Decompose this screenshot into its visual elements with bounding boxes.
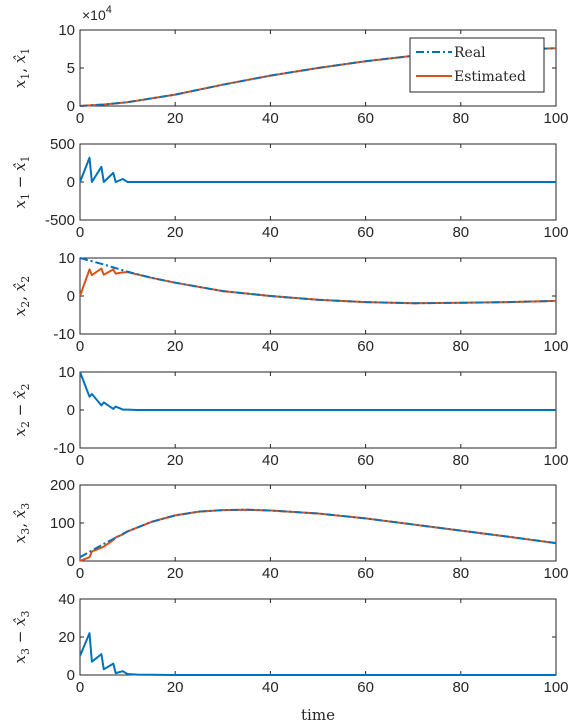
x-tick-label: 0 bbox=[76, 452, 84, 469]
y-tick-label: 0 bbox=[67, 288, 75, 305]
x-tick-label: 100 bbox=[543, 338, 568, 355]
axes-box bbox=[79, 257, 557, 335]
y-tick-label: 0 bbox=[67, 553, 75, 570]
x-tick-label: 0 bbox=[76, 565, 84, 582]
legend: Real Estimated bbox=[409, 37, 545, 93]
axes-box bbox=[79, 484, 557, 562]
y-tick-label: -10 bbox=[53, 440, 75, 457]
x-tick-label: 20 bbox=[167, 338, 184, 355]
x-tick-label: 60 bbox=[357, 679, 374, 696]
x-tick-label: 40 bbox=[262, 110, 279, 127]
x-tick-label: 100 bbox=[543, 224, 568, 241]
x-tick-label: 20 bbox=[167, 110, 184, 127]
x-tick-label: 60 bbox=[357, 338, 374, 355]
y-tick-label: 0 bbox=[67, 667, 75, 684]
y-tick-label: 100 bbox=[50, 515, 75, 532]
x-axis-label: time bbox=[301, 706, 335, 724]
y-tick-label: 0 bbox=[67, 402, 75, 419]
y-axis-label: x3 − x̂3 bbox=[11, 610, 32, 663]
x-tick-label: 80 bbox=[452, 224, 469, 241]
subplot-6: 0 20 40 60 80 100 0 20 40 x3 − x̂3 bbox=[11, 591, 569, 696]
y-tick-label: 20 bbox=[58, 629, 75, 646]
x-tick-label: 80 bbox=[452, 565, 469, 582]
y-axis-label: x3, x̂3 bbox=[11, 503, 32, 543]
x-tick-label: 0 bbox=[76, 338, 84, 355]
x-tick-label: 20 bbox=[167, 679, 184, 696]
series-line-real-overlay bbox=[80, 508, 556, 558]
y-tick-label: 500 bbox=[50, 136, 75, 153]
subplot-1: 0 20 40 60 80 100 0 5 10 ×104 x1, x̂1 Real Estimated bbox=[11, 4, 569, 127]
x-tick-label: 80 bbox=[452, 452, 469, 469]
x-tick-label: 0 bbox=[76, 679, 84, 696]
y-axis-label: x2 − x̂2 bbox=[11, 383, 32, 436]
y-tick-label: 10 bbox=[58, 250, 75, 267]
series-line-error bbox=[80, 371, 556, 411]
y-axis-label: x1 − x̂1 bbox=[11, 155, 32, 208]
x-tick-label: 60 bbox=[357, 452, 374, 469]
y-axis-label: x1, x̂1 bbox=[11, 48, 32, 88]
exponent-label: ×104 bbox=[82, 4, 112, 23]
y-tick-label: 5 bbox=[67, 60, 75, 77]
x-tick-label: 0 bbox=[76, 224, 84, 241]
legend-label: Real bbox=[454, 45, 486, 61]
x-tick-label: 60 bbox=[357, 565, 374, 582]
series-line-error bbox=[80, 156, 556, 183]
series-line-real-overlay bbox=[80, 257, 556, 305]
y-axis-label: x2, x̂2 bbox=[11, 276, 32, 316]
y-tick-label: -10 bbox=[53, 326, 75, 343]
x-tick-label: 20 bbox=[167, 224, 184, 241]
axes-box bbox=[79, 598, 557, 676]
x-tick-label: 60 bbox=[357, 110, 374, 127]
series-line-error bbox=[80, 632, 556, 676]
x-tick-label: 100 bbox=[543, 452, 568, 469]
x-tick-label: 20 bbox=[167, 452, 184, 469]
x-tick-label: 40 bbox=[262, 338, 279, 355]
legend-label: Estimated bbox=[454, 69, 526, 85]
y-tick-label: 10 bbox=[58, 364, 75, 381]
y-tick-label: 0 bbox=[67, 174, 75, 191]
x-tick-label: 20 bbox=[167, 565, 184, 582]
y-tick-label: 40 bbox=[58, 591, 75, 608]
x-tick-label: 40 bbox=[262, 565, 279, 582]
y-tick-label: 0 bbox=[67, 98, 75, 115]
x-tick-label: 60 bbox=[357, 224, 374, 241]
x-tick-label: 100 bbox=[543, 679, 568, 696]
x-tick-label: 40 bbox=[262, 452, 279, 469]
y-tick-label: 10 bbox=[58, 22, 75, 39]
x-tick-label: 40 bbox=[262, 679, 279, 696]
x-tick-label: 100 bbox=[543, 110, 568, 127]
x-tick-label: 0 bbox=[76, 110, 84, 127]
subplot-5: 0 20 40 60 80 100 0 100 200 x3, x̂3 bbox=[11, 477, 569, 582]
x-tick-label: 80 bbox=[452, 338, 469, 355]
series-line-real-overlay bbox=[80, 47, 556, 107]
x-tick-label: 80 bbox=[452, 679, 469, 696]
x-tick-label: 100 bbox=[543, 565, 568, 582]
y-tick-label: -500 bbox=[45, 212, 75, 229]
x-tick-label: 80 bbox=[452, 110, 469, 127]
x-tick-label: 40 bbox=[262, 224, 279, 241]
y-tick-label: 200 bbox=[50, 477, 75, 494]
